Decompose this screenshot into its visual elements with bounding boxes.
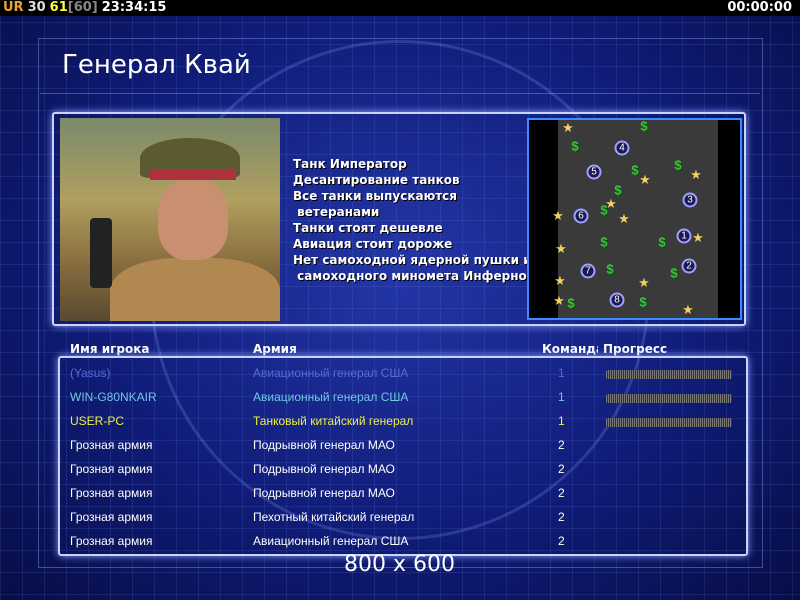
star-icon: ★ (554, 273, 566, 288)
dollar-icon: $ (674, 157, 682, 173)
dollar-icon: $ (614, 182, 622, 198)
star-icon: ★ (692, 230, 704, 245)
table-row: USER-PC Танковый китайский генерал 1 (70, 414, 750, 438)
start-position-marker: 1 (676, 228, 692, 244)
divider (40, 93, 760, 94)
star-icon: ★ (552, 208, 564, 223)
star-icon: ★ (555, 241, 567, 256)
table-row: Грозная армия Пехотный китайский генерал 2 (70, 510, 750, 534)
status-bar: UR 30 61[60] 23:34:15 00:00:00 (0, 0, 800, 16)
player-name: Грозная армия (70, 534, 153, 548)
player-name: Грозная армия (70, 438, 153, 452)
army-name: Танковый китайский генерал (253, 414, 414, 428)
progress-bar (606, 418, 732, 427)
trait-line: Все танки выпускаются (293, 189, 458, 203)
team-number: 1 (558, 390, 565, 404)
start-position-marker: 6 (573, 208, 589, 224)
team-number: 2 (558, 462, 565, 476)
army-name: Авиационный генерал США (253, 390, 409, 404)
page-title: Генерал Квай (62, 50, 251, 80)
star-icon: ★ (638, 275, 650, 290)
dollar-icon: $ (600, 234, 608, 250)
general-info-panel (52, 112, 746, 326)
star-icon: ★ (690, 167, 702, 182)
general-portrait (60, 118, 280, 321)
table-row: Грозная армия Подрывной генерал МАО 2 (70, 486, 750, 510)
table-row: WIN-G80NKAIR Авиационный генерал США 1 (70, 390, 750, 414)
trait-line: Нет самоходной ядерной пушки и (293, 253, 532, 267)
team-number: 2 (558, 486, 565, 500)
clock: 23:34:15 (101, 0, 167, 15)
table-row: (Yasus) Авиационный генерал США 1 (70, 366, 750, 390)
player-name: Грозная армия (70, 510, 153, 524)
army-name: Авиационный генерал США (253, 534, 409, 548)
team-number: 1 (558, 366, 565, 380)
star-icon: ★ (562, 120, 574, 135)
progress-bar (606, 394, 732, 403)
dollar-icon: $ (606, 261, 614, 277)
star-icon: ★ (605, 196, 617, 211)
resolution-label: 800 x 600 (344, 552, 455, 577)
trait-line: Авиация стоит дороже (293, 237, 453, 251)
dollar-icon: $ (639, 294, 647, 310)
trait-line: самоходного миномета Инферно (293, 269, 527, 283)
start-position-marker: 5 (586, 164, 602, 180)
trait-line: ветеранами (293, 205, 380, 219)
header-team: Команда (542, 342, 598, 356)
header-army: Армия (253, 342, 297, 356)
army-name: Подрывной генерал МАО (253, 462, 395, 476)
player-name: Грозная армия (70, 462, 153, 476)
dollar-icon: $ (567, 295, 575, 311)
main-frame (38, 38, 763, 568)
dollar-icon: $ (658, 234, 666, 250)
general-traits: Танк Император Десантирование танков Все т… (293, 156, 532, 284)
table-row: Грозная армия Подрывной генерал МАО 2 (70, 438, 750, 462)
dollar-icon: $ (640, 118, 648, 134)
dollar-icon: $ (571, 138, 579, 154)
army-name: Авиационный генерал США (253, 366, 409, 380)
star-icon: ★ (618, 211, 630, 226)
table-row: Грозная армия Подрывной генерал МАО 2 (70, 462, 750, 486)
team-number: 2 (558, 534, 565, 548)
header-progress: Прогресс (603, 342, 668, 356)
team-number: 2 (558, 510, 565, 524)
ur-label: UR (3, 0, 24, 15)
start-position-marker: 2 (681, 258, 697, 274)
player-name: Грозная армия (70, 486, 153, 500)
dollar-icon: $ (600, 202, 608, 218)
player-name: (Yasus) (70, 366, 111, 380)
fps: 30 (27, 0, 46, 15)
players-table (58, 356, 748, 556)
player-name: USER-PC (70, 414, 125, 428)
trait-line: Танки стоят дешевле (293, 221, 443, 235)
star-icon: ★ (553, 293, 565, 308)
star-icon: ★ (682, 302, 694, 317)
map-preview: ★ ★ ★ ★ ★ ★ ★ ★ ★ ★ ★ ★ $ $ $ $ $ $ $ $ $ $ $ $1 2 3 4 5 6 7 8 (527, 118, 742, 320)
current-fps: 61 (49, 0, 68, 15)
start-position-marker: 8 (609, 292, 625, 308)
start-position-marker: 4 (614, 140, 630, 156)
trait-line: Танк Император (293, 157, 407, 171)
team-number: 2 (558, 438, 565, 452)
dollar-icon: $ (670, 265, 678, 281)
army-name: Подрывной генерал МАО (253, 438, 395, 452)
start-position-marker: 3 (682, 192, 698, 208)
progress-bar (606, 370, 732, 379)
max-fps: [60] (67, 0, 98, 15)
army-name: Пехотный китайский генерал (253, 510, 415, 524)
table-row: Грозная армия Авиационный генерал США 2 (70, 534, 750, 558)
player-name: WIN-G80NKAIR (70, 390, 157, 404)
star-icon: ★ (639, 172, 651, 187)
team-number: 1 (558, 414, 565, 428)
trait-line: Десантирование танков (293, 173, 460, 187)
header-player: Имя игрока (70, 342, 150, 356)
game-timer: 00:00:00 (727, 0, 792, 15)
start-position-marker: 7 (580, 263, 596, 279)
dollar-icon: $ (631, 162, 639, 178)
army-name: Подрывной генерал МАО (253, 486, 395, 500)
